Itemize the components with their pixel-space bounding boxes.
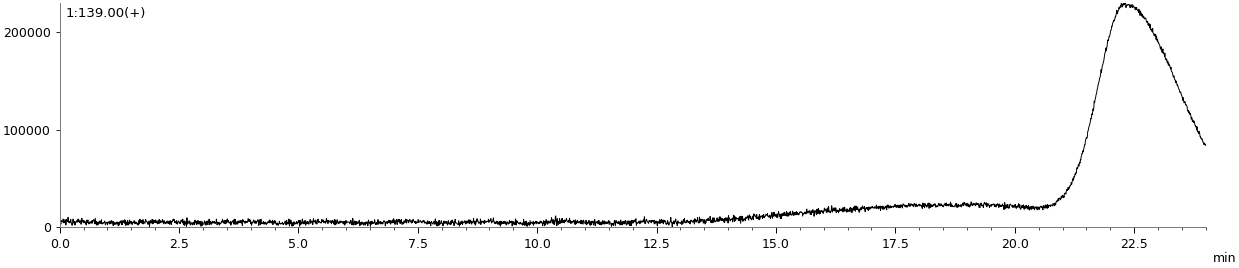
Text: min: min (1213, 252, 1237, 265)
Text: 1:139.00(+): 1:139.00(+) (66, 7, 146, 20)
